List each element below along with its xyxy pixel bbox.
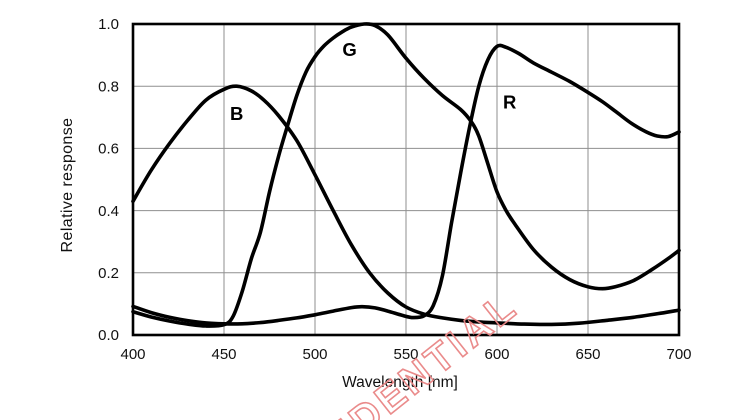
x-tick-700: 700 [666,346,691,363]
x-tick-600: 600 [484,346,509,363]
x-tick-650: 650 [575,346,600,363]
curve-g [131,22,681,328]
y-axis-title: Relative response [59,118,76,253]
y-tick-0.2: 0.2 [98,265,119,282]
x-tick-500: 500 [302,346,327,363]
gridlines [133,24,679,335]
x-tick-400: 400 [120,346,145,363]
plot-border [131,22,681,337]
x-tick-labels: 400 450 500 550 600 650 700 [120,346,691,363]
curve-label-g: G [342,39,356,60]
curve-b [131,84,681,327]
y-tick-0.6: 0.6 [98,141,119,158]
watermark-text: CONFIDENTIAL [228,283,526,420]
y-tick-1.0: 1.0 [98,16,119,33]
x-axis-title: Wavelength [nm] [342,374,458,391]
x-tick-550: 550 [393,346,418,363]
y-tick-0.8: 0.8 [98,78,119,95]
y-tick-0.4: 0.4 [98,203,119,220]
curve-r [131,43,681,326]
y-tick-labels: 0.0 0.2 0.4 0.6 0.8 1.0 [98,16,119,344]
y-tick-0.0: 0.0 [98,327,119,344]
x-tick-450: 450 [211,346,236,363]
curve-label-b: B [230,103,243,124]
curve-labels: B G R [230,39,516,124]
curve-label-r: R [503,91,516,112]
response-curves [131,22,681,328]
